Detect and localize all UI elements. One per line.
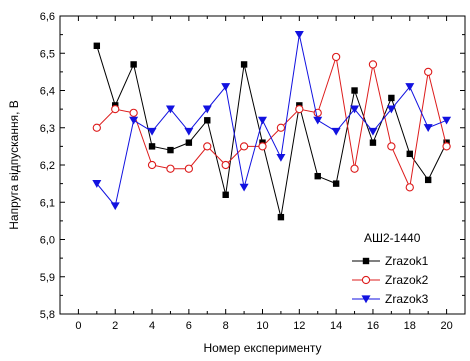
data-point [405, 183, 414, 192]
data-point [203, 142, 212, 151]
x-tick-label: 14 [330, 320, 342, 332]
data-point [351, 87, 358, 94]
legend-item: Zrazok2 [352, 273, 429, 287]
data-point [92, 180, 102, 188]
data-point [442, 116, 452, 125]
legend-marker [361, 275, 371, 285]
x-tick-label: 20 [440, 320, 452, 332]
series-zrazok3 [92, 31, 452, 211]
data-point [369, 139, 377, 146]
data-point [239, 183, 249, 192]
x-tick-label: 2 [112, 320, 118, 332]
legend-marker [362, 257, 370, 265]
y-tick-label: 5,9 [40, 272, 55, 284]
y-tick-label: 6,1 [40, 197, 55, 209]
series-line [96, 45, 448, 218]
data-point [184, 164, 194, 173]
data-point [314, 172, 321, 180]
data-point [148, 143, 156, 150]
data-point [424, 67, 433, 77]
x-tick-label: 16 [367, 320, 379, 332]
data-point [424, 176, 432, 184]
data-point [240, 61, 248, 68]
data-point [442, 142, 451, 151]
legend-marker [361, 295, 371, 304]
data-point [276, 123, 286, 132]
x-tick-label: 4 [149, 320, 155, 332]
data-point [368, 60, 378, 69]
data-point [350, 164, 359, 173]
series-line [96, 34, 447, 208]
data-point [258, 116, 267, 125]
data-point [165, 105, 175, 114]
data-point [368, 127, 378, 136]
y-tick-label: 6,2 [40, 160, 55, 172]
data-point [276, 153, 286, 162]
data-point [221, 83, 231, 91]
data-point [221, 160, 230, 170]
data-point [295, 104, 304, 114]
y-tick-label: 6,0 [40, 235, 55, 247]
data-point [331, 52, 341, 62]
data-point [406, 150, 413, 158]
x-axis-title: Номер експерименту [203, 341, 321, 355]
x-tick-label: 10 [256, 320, 268, 332]
legend-item: Zrazok3 [352, 292, 429, 306]
x-tick-label: 18 [404, 320, 416, 332]
y-tick-label: 5,8 [40, 309, 55, 321]
y-tick-label: 6,6 [40, 11, 55, 23]
data-point [129, 108, 138, 117]
series-group [92, 31, 452, 221]
data-point [405, 83, 415, 91]
y-tick-label: 6,5 [40, 48, 55, 60]
data-point [222, 191, 229, 198]
data-point [130, 61, 137, 68]
legend-label: Zrazok3 [385, 292, 429, 306]
data-point [202, 105, 212, 114]
x-tick-label: 6 [186, 320, 192, 332]
plot-frame [59, 15, 466, 315]
data-point [388, 94, 395, 102]
data-point [92, 123, 101, 132]
data-point [277, 213, 285, 221]
data-point [239, 142, 249, 151]
data-point [204, 117, 211, 124]
data-point [129, 116, 139, 125]
data-point [93, 42, 101, 49]
legend: АШ2-1440 Zrazok1 Zrazok2 Zrazok3 [352, 231, 429, 306]
data-point [110, 202, 120, 211]
data-point [147, 127, 157, 136]
data-point [387, 142, 396, 151]
y-tick-label: 6,3 [40, 123, 55, 135]
legend-label: Zrazok1 [385, 254, 429, 268]
data-point [294, 31, 304, 39]
x-tick-label: 8 [223, 320, 229, 332]
data-point [111, 104, 120, 114]
axes: 0 2 4 6 8 10 12 14 16 18 20 5,8 5,9 6,0 6,1 6,2 6,3 6,4 6,… [40, 11, 466, 332]
series-zrazok1 [93, 42, 450, 221]
data-point [331, 127, 341, 136]
data-point [166, 164, 175, 173]
data-point [350, 105, 360, 114]
data-point [167, 146, 174, 154]
data-point [184, 127, 194, 136]
y-tick-label: 6,4 [40, 86, 55, 98]
data-point [386, 105, 396, 114]
series-zrazok2 [92, 52, 451, 192]
legend-title: АШ2-1440 [364, 231, 421, 245]
x-tick-label: 0 [75, 320, 81, 332]
data-point [332, 180, 340, 187]
legend-label: Zrazok2 [385, 273, 429, 287]
data-point [147, 160, 157, 170]
y-axis-title: Напруга відпускання, В [7, 100, 21, 230]
data-point [423, 124, 433, 132]
data-point [258, 142, 267, 151]
legend-item: Zrazok1 [352, 254, 429, 268]
x-tick-label: 12 [293, 320, 305, 332]
data-point [313, 116, 323, 125]
data-point [185, 139, 193, 146]
